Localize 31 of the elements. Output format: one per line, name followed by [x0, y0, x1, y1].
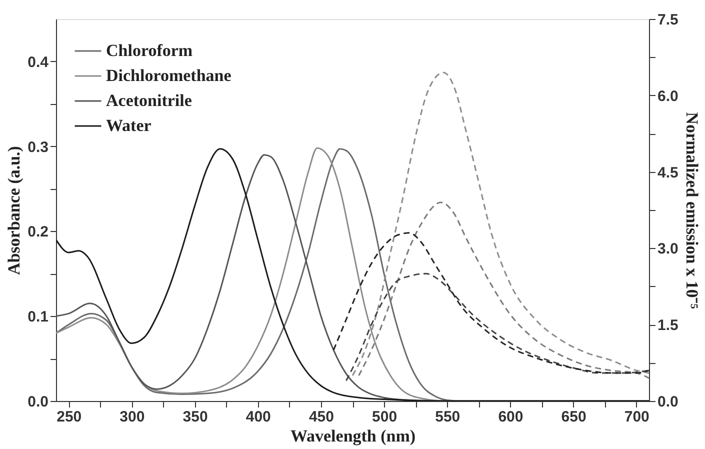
y2-tick-label: 3.0: [658, 240, 678, 258]
x-tick-label: 350: [182, 408, 208, 426]
legend-label: Water: [106, 116, 152, 135]
x-tick-label: 700: [624, 408, 650, 426]
line-series: [345, 272, 649, 382]
y2-tick-label: 7.5: [658, 12, 678, 28]
x-tick-label: 250: [56, 408, 82, 426]
legend-label: Acetonitrile: [106, 91, 192, 110]
legend-label: Chloroform: [106, 41, 193, 60]
y-tick-label: 0.1: [28, 308, 48, 326]
x-tick-label: 600: [498, 408, 524, 426]
y-tick-label: 0.3: [28, 138, 48, 156]
x-axis-title: Wavelength (nm): [290, 426, 416, 446]
y-axis-title: Absorbance (a.u.): [4, 146, 24, 275]
x-tick-label: 500: [372, 408, 398, 426]
y-tick-label: 0.4: [28, 54, 50, 71]
x-tick-label: 550: [435, 408, 460, 426]
x-tick-label: 650: [561, 408, 586, 426]
line-series: [358, 202, 649, 379]
line-series: [332, 232, 649, 374]
x-tick-label: 400: [246, 408, 271, 426]
y-tick-label: 0.0: [28, 394, 48, 410]
y2-axis-title: Normalized emission x 10⁻⁵: [682, 112, 702, 309]
legend-label: Dichloromethane: [106, 66, 232, 85]
x-tick-label: 300: [120, 408, 145, 426]
y-tick-label: 0.2: [28, 224, 48, 241]
y2-tick-label: 1.5: [658, 317, 678, 334]
y2-tick-label: 6.0: [658, 88, 678, 105]
y2-tick-label: 4.5: [658, 164, 678, 182]
y2-tick-label: 0.0: [658, 394, 678, 410]
x-tick-label: 450: [308, 408, 334, 426]
